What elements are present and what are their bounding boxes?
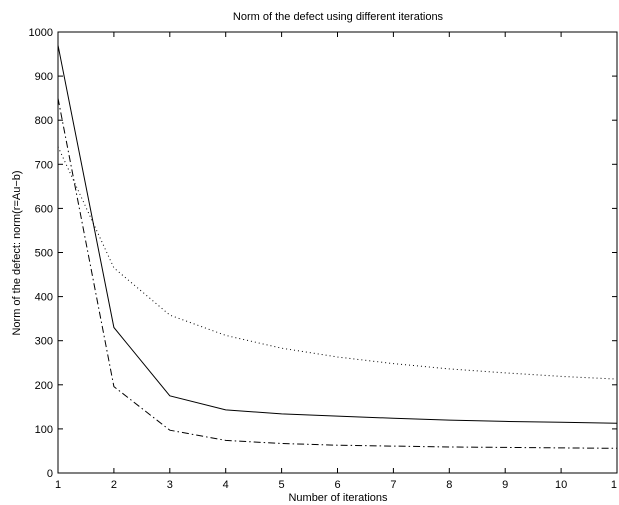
x-tick-label: 7 bbox=[390, 479, 396, 491]
y-tick-label: 800 bbox=[35, 115, 53, 127]
x-tick-label: 3 bbox=[167, 479, 173, 491]
y-tick-label: 600 bbox=[35, 203, 53, 215]
x-tick-label: 2 bbox=[111, 479, 117, 491]
x-tick-label: 9 bbox=[502, 479, 508, 491]
y-tick-label: 0 bbox=[47, 468, 53, 480]
y-tick-label: 700 bbox=[35, 159, 53, 171]
y-axis: 0 100 200 300 400 500 600 700 800 900 1000 bbox=[29, 27, 617, 480]
series-line-dotted bbox=[57, 146, 618, 380]
x-tick-label: 5 bbox=[279, 479, 285, 491]
x-tick-label: 1 bbox=[611, 479, 617, 491]
y-tick-label: 500 bbox=[35, 248, 53, 260]
series-line-dash-dot bbox=[57, 98, 618, 449]
x-axis-label: Number of iterations bbox=[288, 492, 388, 504]
x-tick-label: 6 bbox=[334, 479, 340, 491]
y-tick-label: 900 bbox=[35, 71, 53, 83]
series-layer bbox=[57, 45, 618, 449]
x-tick-label: 1 bbox=[55, 479, 61, 491]
y-tick-label: 300 bbox=[35, 336, 53, 348]
x-axis: 1 2 3 4 5 6 7 8 9 10 1 bbox=[55, 32, 618, 491]
series-line-solid bbox=[57, 45, 618, 424]
x-tick-label: 4 bbox=[223, 479, 229, 491]
chart-title: Norm of the defect using different itera… bbox=[233, 11, 444, 23]
y-tick-label: 400 bbox=[35, 292, 53, 304]
y-tick-label: 1000 bbox=[29, 27, 53, 39]
y-tick-label: 100 bbox=[35, 424, 53, 436]
x-tick-label: 8 bbox=[446, 479, 452, 491]
y-axis-label: Norm of the defect: norm(r=Au−b) bbox=[11, 170, 23, 335]
y-tick-label: 200 bbox=[35, 380, 53, 392]
x-tick-label: 10 bbox=[555, 479, 567, 491]
plot-area bbox=[57, 31, 618, 474]
